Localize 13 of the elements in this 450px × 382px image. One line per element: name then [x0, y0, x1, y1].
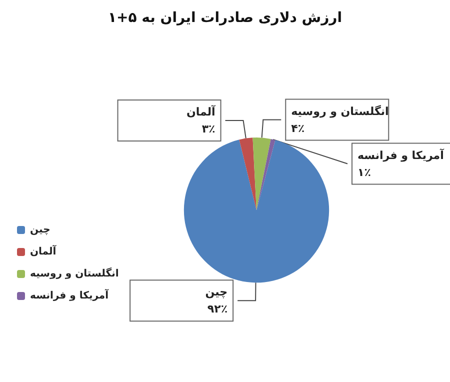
legend-label: آمریکا و فرانسه — [30, 288, 110, 302]
data-label: ۱٪ — [357, 166, 371, 179]
legend-label: چین — [30, 224, 50, 236]
slice-label: آمریکا و فرانسه — [357, 148, 444, 162]
data-label: ۳٪ — [202, 122, 216, 136]
legend-label: انگلستان و روسیه — [30, 266, 119, 280]
slice-label: انگلستان و روسیه — [291, 104, 389, 118]
slice-label: آلمان — [186, 104, 216, 118]
chart-title: ارزش دلاری صادرات ایران به ۵+۱ — [108, 10, 342, 26]
data-label: ۹۲٪ — [207, 302, 228, 316]
data-label: ۴٪ — [291, 122, 305, 135]
slice-label: چین — [205, 286, 228, 299]
legend-label: آلمان — [30, 244, 57, 258]
